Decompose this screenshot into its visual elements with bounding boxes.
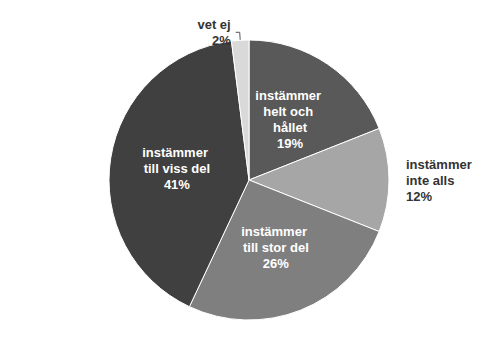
svg-text:2%: 2% (212, 33, 231, 48)
svg-text:till viss del: till viss del (144, 161, 210, 176)
svg-text:26%: 26% (263, 256, 289, 271)
svg-text:hållet: hållet (273, 120, 308, 135)
svg-text:41%: 41% (164, 177, 190, 192)
svg-text:instämmer: instämmer (142, 145, 211, 160)
svg-text:vet ej: vet ej (197, 17, 230, 32)
svg-text:till stor del: till stor del (243, 240, 309, 255)
svg-text:instämmer: instämmer (255, 88, 324, 103)
svg-text:helt och: helt och (263, 104, 316, 119)
svg-text:inte alls: inte alls (406, 173, 454, 188)
svg-text:19%: 19% (277, 136, 303, 151)
svg-text:instämmer: instämmer (406, 157, 475, 172)
svg-text:instämmer: instämmer (241, 224, 310, 239)
svg-text:12%: 12% (406, 189, 432, 204)
